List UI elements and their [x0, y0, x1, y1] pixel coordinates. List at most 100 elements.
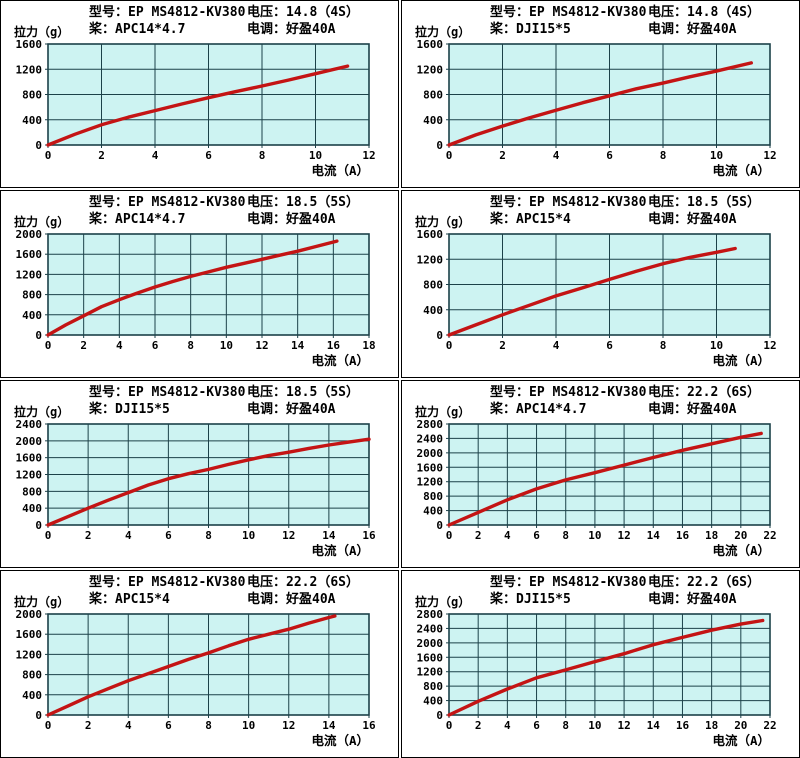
svg-text:电流（A）: 电流（A）: [712, 543, 770, 558]
chart-panel-3: 型号：EP MS4812-KV380 电压：18.5（5S） 桨：APC14*4…: [0, 190, 399, 378]
svg-text:电流（A）: 电流（A）: [712, 353, 770, 368]
svg-text:4: 4: [125, 529, 132, 542]
esc-value: 好盈40A: [687, 212, 737, 227]
svg-text:400: 400: [423, 114, 443, 127]
voltage-value: 22.2（6S）: [687, 385, 760, 400]
svg-text:16: 16: [327, 339, 341, 352]
svg-text:10: 10: [710, 339, 723, 352]
model-label: 型号：: [490, 5, 530, 20]
svg-text:0: 0: [45, 529, 52, 542]
svg-text:400: 400: [423, 304, 443, 317]
svg-text:12: 12: [255, 339, 268, 352]
svg-text:800: 800: [423, 279, 443, 292]
model-value: EP MS4812-KV380: [529, 575, 647, 590]
prop-field: 桨：DJI15*5: [89, 402, 170, 417]
svg-text:电流（A）: 电流（A）: [311, 163, 369, 178]
svg-text:2: 2: [499, 339, 506, 352]
svg-text:400: 400: [22, 689, 42, 702]
prop-label: 桨：: [490, 22, 517, 37]
svg-text:14: 14: [647, 719, 661, 732]
svg-text:8: 8: [562, 719, 569, 732]
svg-text:800: 800: [22, 89, 42, 102]
voltage-label: 电压：: [247, 575, 287, 590]
prop-label: 桨：: [490, 402, 517, 417]
svg-text:10: 10: [220, 339, 233, 352]
svg-text:6: 6: [165, 719, 172, 732]
prop-value: APC15*4: [516, 212, 571, 227]
chart-panel-1: 型号：EP MS4812-KV380 电压：14.8（4S） 桨：APC14*4…: [0, 0, 399, 188]
svg-text:8: 8: [660, 149, 667, 162]
svg-text:1200: 1200: [417, 476, 444, 489]
svg-text:10: 10: [242, 529, 255, 542]
voltage-field: 电压：14.8（4S）: [247, 5, 359, 20]
prop-field: 桨：APC14*4.7: [89, 212, 185, 227]
esc-label: 电调：: [247, 592, 287, 607]
chart-panel-8: 型号：EP MS4812-KV380 电压：22.2（6S） 桨：DJI15*5…: [401, 570, 800, 758]
svg-text:1200: 1200: [16, 268, 43, 281]
svg-text:6: 6: [533, 529, 540, 542]
svg-text:6: 6: [606, 339, 613, 352]
model-field: 型号：EP MS4812-KV380: [89, 5, 245, 20]
voltage-value: 18.5（5S）: [286, 195, 359, 210]
y-axis-label: 拉力（g）: [415, 215, 471, 229]
thrust-current-chart: 0 2 4 6 8 10 12 0 400 800 1200 1600 电流（A）: [16, 38, 376, 178]
svg-text:12: 12: [362, 149, 375, 162]
svg-text:电流（A）: 电流（A）: [311, 353, 369, 368]
model-value: EP MS4812-KV380: [128, 5, 246, 20]
svg-text:16: 16: [362, 529, 376, 542]
chart-panel-6: 型号：EP MS4812-KV380 电压：22.2（6S） 桨：APC14*4…: [401, 380, 800, 568]
svg-text:8: 8: [259, 149, 266, 162]
esc-field: 电调：好盈40A: [247, 22, 336, 37]
svg-text:1600: 1600: [16, 628, 43, 641]
svg-text:2: 2: [85, 529, 92, 542]
esc-field: 电调：好盈40A: [648, 212, 737, 227]
prop-field: 桨：APC14*4.7: [89, 22, 185, 37]
svg-text:电流（A）: 电流（A）: [311, 543, 369, 558]
svg-text:10: 10: [588, 719, 601, 732]
svg-text:8: 8: [205, 529, 212, 542]
svg-text:16: 16: [676, 719, 690, 732]
y-axis-label: 拉力（g）: [415, 405, 471, 419]
model-value: EP MS4812-KV380: [128, 385, 246, 400]
y-axis-label: 拉力（g）: [415, 595, 471, 609]
svg-text:2: 2: [85, 719, 92, 732]
esc-field: 电调：好盈40A: [247, 592, 336, 607]
voltage-value: 18.5（5S）: [286, 385, 359, 400]
svg-text:800: 800: [22, 485, 42, 498]
esc-field: 电调：好盈40A: [648, 402, 737, 417]
voltage-label: 电压：: [648, 385, 688, 400]
y-axis-label: 拉力（g）: [14, 405, 70, 419]
svg-text:2000: 2000: [417, 637, 444, 650]
prop-label: 桨：: [490, 592, 517, 607]
svg-text:1600: 1600: [417, 651, 444, 664]
esc-label: 电调：: [648, 22, 688, 37]
model-label: 型号：: [490, 575, 530, 590]
esc-field: 电调：好盈40A: [648, 592, 737, 607]
svg-text:14: 14: [291, 339, 305, 352]
prop-label: 桨：: [89, 402, 116, 417]
svg-text:1600: 1600: [16, 452, 43, 465]
svg-text:12: 12: [763, 149, 776, 162]
chart-panel-4: 型号：EP MS4812-KV380 电压：18.5（5S） 桨：APC15*4…: [401, 190, 800, 378]
svg-text:1200: 1200: [417, 253, 444, 266]
esc-value: 好盈40A: [286, 22, 336, 37]
prop-field: 桨：APC14*4.7: [490, 402, 586, 417]
prop-value: APC14*4.7: [115, 22, 186, 37]
voltage-label: 电压：: [648, 575, 688, 590]
model-field: 型号：EP MS4812-KV380: [89, 575, 245, 590]
svg-text:400: 400: [423, 695, 443, 708]
esc-field: 电调：好盈40A: [247, 212, 336, 227]
svg-text:20: 20: [734, 529, 747, 542]
svg-text:0: 0: [45, 339, 52, 352]
voltage-field: 电压：18.5（5S）: [247, 195, 359, 210]
svg-text:0: 0: [436, 709, 443, 722]
chart-panel-7: 型号：EP MS4812-KV380 电压：22.2（6S） 桨：APC15*4…: [0, 570, 399, 758]
voltage-value: 14.8（4S）: [286, 5, 359, 20]
voltage-value: 22.2（6S）: [687, 575, 760, 590]
svg-text:1200: 1200: [16, 63, 43, 76]
prop-label: 桨：: [89, 22, 116, 37]
svg-text:2: 2: [80, 339, 87, 352]
svg-text:0: 0: [446, 149, 453, 162]
prop-label: 桨：: [490, 212, 517, 227]
